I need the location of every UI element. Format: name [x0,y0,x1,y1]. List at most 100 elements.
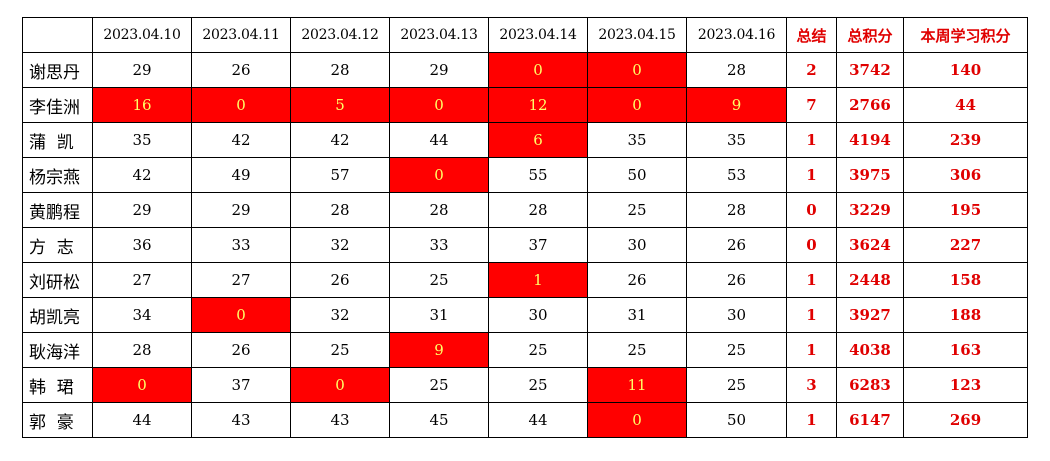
score-cell: 3975 [836,157,904,193]
total-cell: 7 [786,87,837,123]
day-cell: 28 [290,52,390,88]
data-row: 李佳洲 16 0 5 0 12 0 9 7 2766 44 [22,87,1028,123]
total-cell: 3 [786,367,837,403]
day-cell: 32 [290,297,390,333]
day-cell: 50 [587,157,687,193]
day-cell: 28 [686,52,787,88]
data-row: 韩 珺 0 37 0 25 25 11 25 3 6283 123 [22,367,1028,403]
name-cell: 黄鹏程 [22,192,93,228]
week-cell: 123 [903,367,1028,403]
day-cell: 25 [686,332,787,368]
total-cell: 1 [786,332,837,368]
score-cell: 4194 [836,122,904,158]
data-row: 蒲 凯 35 42 42 44 6 35 35 1 4194 239 [22,122,1028,158]
score-cell: 3624 [836,227,904,263]
day-cell: 0 [191,297,291,333]
total-cell: 1 [786,402,837,438]
name-cell: 耿海洋 [22,332,93,368]
day-cell: 12 [488,87,588,123]
day-cell: 42 [92,157,192,193]
week-cell: 163 [903,332,1028,368]
name-cell: 方 志 [22,227,93,263]
day-cell: 30 [686,297,787,333]
name-cell: 杨宗燕 [22,157,93,193]
day-cell: 0 [389,157,489,193]
week-cell: 140 [903,52,1028,88]
table-wrap: 2023.04.10 2023.04.11 2023.04.12 2023.04.13… [22,17,1028,438]
day-cell: 33 [389,227,489,263]
day-cell: 25 [488,367,588,403]
day-cell: 0 [587,52,687,88]
day-cell: 35 [686,122,787,158]
day-cell: 27 [92,262,192,298]
week-cell: 158 [903,262,1028,298]
day-cell: 26 [686,262,787,298]
day-cell: 9 [686,87,787,123]
day-cell: 53 [686,157,787,193]
day-cell: 35 [587,122,687,158]
day-cell: 6 [488,122,588,158]
day-cell: 25 [389,262,489,298]
date-header: 2023.04.14 [488,17,588,53]
data-row: 胡凯亮 34 0 32 31 30 31 30 1 3927 188 [22,297,1028,333]
day-cell: 0 [92,367,192,403]
header-row: 2023.04.10 2023.04.11 2023.04.12 2023.04.13… [22,17,1028,53]
week-cell: 239 [903,122,1028,158]
day-cell: 31 [587,297,687,333]
score-cell: 3742 [836,52,904,88]
day-cell: 44 [389,122,489,158]
day-cell: 50 [686,402,787,438]
total-cell: 1 [786,297,837,333]
day-cell: 25 [290,332,390,368]
day-cell: 0 [587,402,687,438]
day-cell: 57 [290,157,390,193]
date-header: 2023.04.16 [686,17,787,53]
day-cell: 25 [488,332,588,368]
name-cell: 郭 豪 [22,402,93,438]
day-cell: 1 [488,262,588,298]
day-cell: 43 [191,402,291,438]
day-cell: 29 [92,192,192,228]
data-row: 谢思丹 29 26 28 29 0 0 28 2 3742 140 [22,52,1028,88]
data-row: 黄鹏程 29 29 28 28 28 25 28 0 3229 195 [22,192,1028,228]
name-cell: 韩 珺 [22,367,93,403]
week-cell: 306 [903,157,1028,193]
date-header: 2023.04.13 [389,17,489,53]
day-cell: 25 [389,367,489,403]
data-row: 方 志 36 33 32 33 37 30 26 0 3624 227 [22,227,1028,263]
name-cell: 刘研松 [22,262,93,298]
day-cell: 45 [389,402,489,438]
score-table: 2023.04.10 2023.04.11 2023.04.12 2023.04.13… [22,17,1028,438]
data-row: 耿海洋 28 26 25 9 25 25 25 1 4038 163 [22,332,1028,368]
score-cell: 3927 [836,297,904,333]
name-cell: 谢思丹 [22,52,93,88]
week-cell: 44 [903,87,1028,123]
day-cell: 32 [290,227,390,263]
day-cell: 31 [389,297,489,333]
day-cell: 26 [686,227,787,263]
week-cell: 195 [903,192,1028,228]
week-cell: 188 [903,297,1028,333]
day-cell: 28 [488,192,588,228]
day-cell: 5 [290,87,390,123]
summary-header: 总结 [786,17,837,53]
day-cell: 9 [389,332,489,368]
day-cell: 43 [290,402,390,438]
day-cell: 16 [92,87,192,123]
day-cell: 26 [290,262,390,298]
date-header: 2023.04.12 [290,17,390,53]
name-cell: 蒲 凯 [22,122,93,158]
day-cell: 25 [587,332,687,368]
day-cell: 29 [389,52,489,88]
day-cell: 30 [587,227,687,263]
date-header: 2023.04.10 [92,17,192,53]
date-header: 2023.04.11 [191,17,291,53]
day-cell: 29 [92,52,192,88]
data-row: 郭 豪 44 43 43 45 44 0 50 1 6147 269 [22,402,1028,438]
day-cell: 25 [686,367,787,403]
name-cell: 胡凯亮 [22,297,93,333]
score-cell: 6147 [836,402,904,438]
total-cell: 1 [786,262,837,298]
score-cell: 4038 [836,332,904,368]
